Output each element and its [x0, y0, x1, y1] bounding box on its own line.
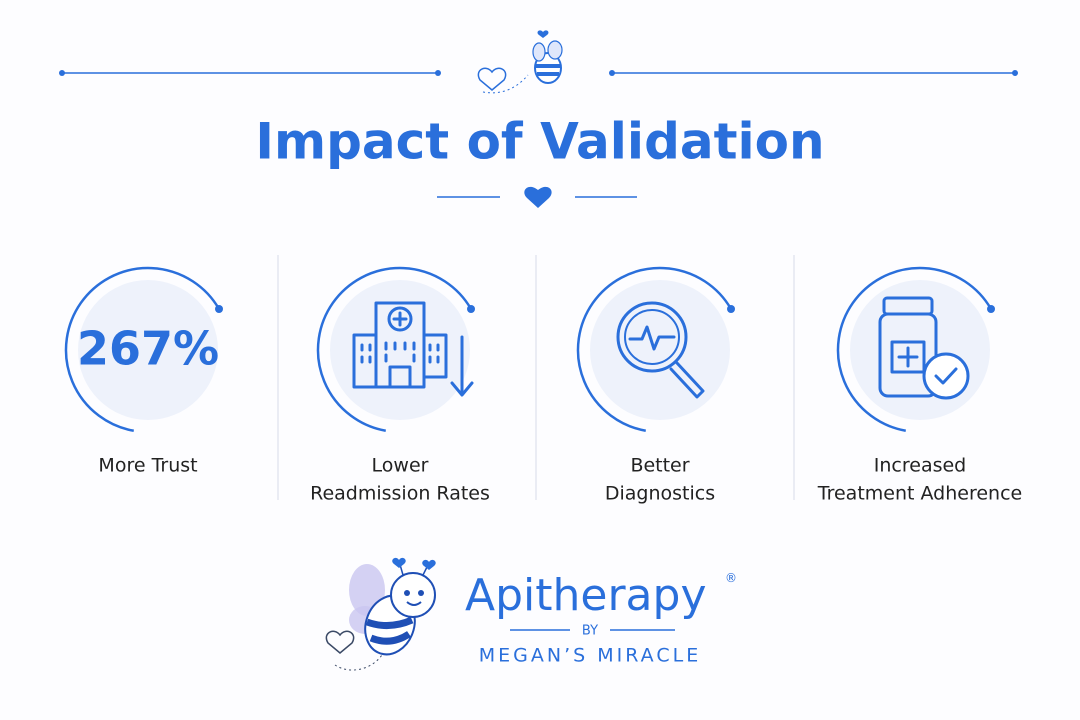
arc-dot: [987, 305, 996, 313]
icon-backdrop: [330, 280, 470, 420]
brand-tagline: MEGAN’S MIRACLE: [479, 645, 701, 667]
progress-arc: [836, 266, 993, 432]
brand-by: BY: [582, 624, 598, 639]
brand-bee: [325, 557, 436, 671]
icon-backdrop: [78, 280, 218, 420]
item-label: More Trust: [98, 455, 197, 477]
title-ornament: [437, 186, 637, 208]
arc-dot: [727, 305, 736, 313]
brand-name: Apitherapy: [465, 570, 706, 621]
arc-dot: [215, 305, 224, 313]
progress-arc: [64, 266, 221, 432]
item-label: Treatment Adherence: [817, 483, 1022, 505]
dividers: [277, 255, 795, 500]
item-label: Increased: [874, 455, 966, 477]
brand-mark: ®: [725, 571, 737, 585]
top-ornament: [59, 30, 1018, 94]
item-label: Lower: [372, 455, 429, 477]
item-label: Better: [630, 455, 689, 477]
item-label: Diagnostics: [605, 483, 715, 505]
hospital-icon: [352, 301, 474, 397]
arc-dot: [467, 305, 476, 313]
medicine-icon: [878, 296, 970, 400]
progress-arc: [576, 266, 733, 432]
progress-arc: [316, 266, 473, 432]
title: Impact of Validation: [255, 113, 824, 171]
icon-backdrop: [590, 280, 730, 420]
stat-value: 267%: [77, 322, 219, 376]
item-label: Readmission Rates: [310, 483, 490, 505]
icon-backdrop: [850, 280, 990, 420]
magnifier-icon: [616, 301, 705, 399]
